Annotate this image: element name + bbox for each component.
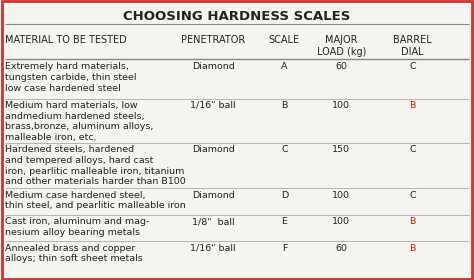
Text: Annealed brass and copper
alloys; thin soft sheet metals: Annealed brass and copper alloys; thin s… — [5, 244, 143, 263]
Text: C: C — [409, 191, 416, 200]
Text: Medium case hardened steel,
thin steel, and pearlitic malleable iron: Medium case hardened steel, thin steel, … — [5, 191, 185, 211]
Text: MATERIAL TO BE TESTED: MATERIAL TO BE TESTED — [5, 35, 127, 45]
Text: Diamond: Diamond — [192, 62, 235, 71]
Text: 100: 100 — [332, 101, 350, 110]
Text: BARREL
DIAL: BARREL DIAL — [393, 35, 432, 57]
Text: 1/16" ball: 1/16" ball — [191, 101, 236, 110]
Text: B: B — [409, 244, 416, 253]
Text: 150: 150 — [332, 145, 350, 154]
Text: B: B — [409, 101, 416, 110]
Text: Cast iron, aluminum and mag-
nesium alloy bearing metals: Cast iron, aluminum and mag- nesium allo… — [5, 217, 149, 237]
Text: C: C — [409, 62, 416, 71]
Text: Extremely hard materials,
tungsten carbide, thin steel
low case hardened steel: Extremely hard materials, tungsten carbi… — [5, 62, 136, 93]
Text: C: C — [281, 145, 288, 154]
Text: Diamond: Diamond — [192, 191, 235, 200]
Text: 100: 100 — [332, 217, 350, 226]
Text: 100: 100 — [332, 191, 350, 200]
Text: Medium hard materials, low
andmedium hardened steels,
brass,bronze, aluminum all: Medium hard materials, low andmedium har… — [5, 101, 153, 142]
Text: A: A — [281, 62, 288, 71]
Text: PENETRATOR: PENETRATOR — [181, 35, 246, 45]
Text: E: E — [282, 217, 287, 226]
Text: 1/16" ball: 1/16" ball — [191, 244, 236, 253]
Text: F: F — [282, 244, 287, 253]
Text: CHOOSING HARDNESS SCALES: CHOOSING HARDNESS SCALES — [123, 10, 351, 23]
Text: 60: 60 — [335, 244, 347, 253]
Text: 60: 60 — [335, 62, 347, 71]
Text: C: C — [409, 145, 416, 154]
Text: Hardened steels, hardened
and tempered alloys, hard cast
iron, pearlitic malleab: Hardened steels, hardened and tempered a… — [5, 145, 185, 186]
Text: 1/8"  ball: 1/8" ball — [192, 217, 235, 226]
Text: Diamond: Diamond — [192, 145, 235, 154]
Text: SCALE: SCALE — [269, 35, 300, 45]
Text: D: D — [281, 191, 288, 200]
Text: B: B — [409, 217, 416, 226]
Text: B: B — [281, 101, 288, 110]
Text: MAJOR
LOAD (kg): MAJOR LOAD (kg) — [317, 35, 366, 57]
